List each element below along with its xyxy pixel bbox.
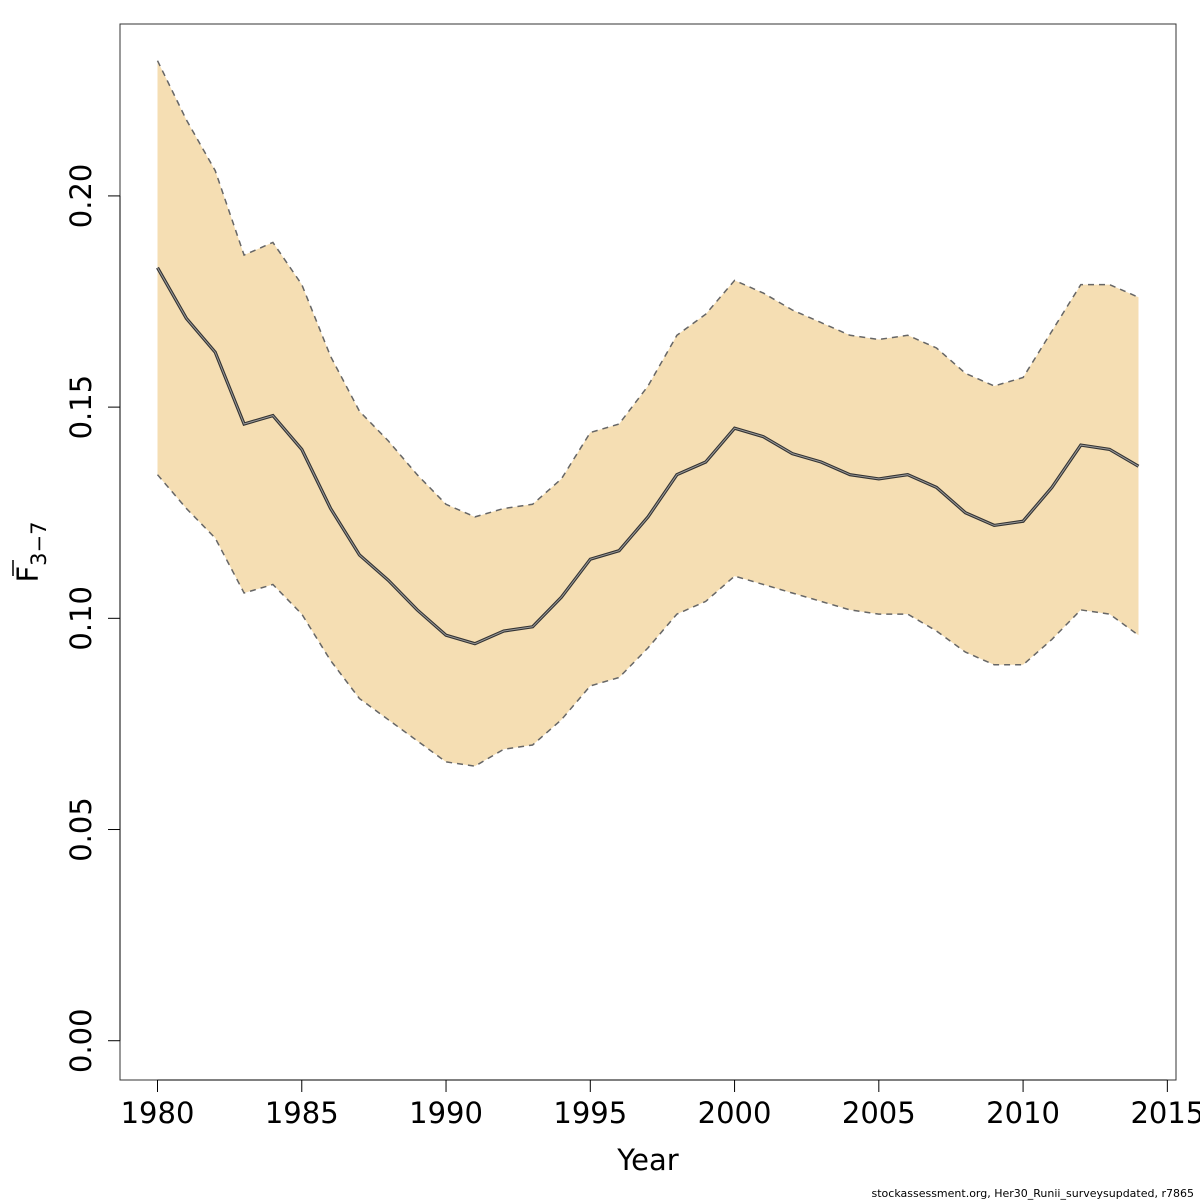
y-tick-label: 0.15: [64, 375, 98, 440]
y-tick-label: 0.10: [64, 586, 98, 651]
x-tick-label: 1990: [409, 1096, 483, 1130]
y-axis-title: F3−7: [11, 521, 51, 582]
y-tick-label: 0.20: [64, 164, 98, 229]
x-axis: 1980 1985 1990 1995 2000 2005 2010 2015: [121, 1079, 1200, 1130]
footer-credit: stockassessment.org, Her30_Runii_surveys…: [872, 1187, 1195, 1200]
x-tick-label: 2015: [1130, 1096, 1200, 1130]
confidence-band-layer: [157, 60, 1139, 767]
svg-text:F3−7: F3−7: [11, 521, 51, 582]
y-tick-label: 0.05: [64, 797, 98, 862]
x-tick-label: 1995: [553, 1096, 627, 1130]
x-tick-label: 2010: [986, 1096, 1060, 1130]
confidence-band: [157, 60, 1139, 767]
x-tick-label: 2000: [698, 1096, 772, 1130]
x-tick-label: 1985: [265, 1096, 339, 1130]
estimate-line-core: [157, 267, 1139, 645]
y-axis: 0.00 0.05 0.10 0.15 0.20: [64, 164, 121, 1073]
y-axis-title-sub: 3−7: [27, 521, 51, 565]
y-axis-title-main: F: [11, 566, 45, 583]
y-tick-label: 0.00: [64, 1008, 98, 1073]
x-axis-title: Year: [616, 1143, 678, 1177]
lower-bound-line: [156, 474, 1139, 767]
series-layer: [156, 60, 1140, 767]
x-tick-label: 2005: [842, 1096, 916, 1130]
x-tick-label: 1980: [121, 1096, 195, 1130]
